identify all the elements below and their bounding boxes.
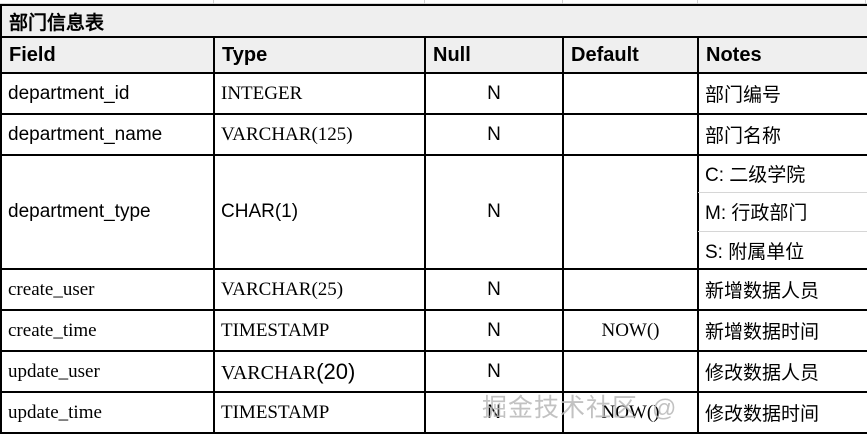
cell-type: INTEGER — [213, 72, 426, 115]
cell-notes: C: 二级学院 M: 行政部门 S: 附属单位 — [696, 154, 867, 270]
table-row: update_time TIMESTAMP N NOW() 修改数据时间 — [0, 391, 867, 434]
page-title: 部门信息表 — [0, 4, 867, 38]
cell-field: create_time — [0, 309, 215, 352]
cell-type: VARCHAR(125) — [213, 113, 426, 156]
cell-null: N — [424, 113, 564, 156]
notes-line: S: 附属单位 — [705, 241, 805, 263]
cell-null: N — [424, 268, 564, 311]
cell-notes: 部门编号 — [696, 72, 867, 115]
table-row: department_name VARCHAR(125) N 部门名称 — [0, 113, 867, 156]
table-title-row: 部门信息表 — [0, 4, 867, 38]
page-top-edge — [0, 0, 867, 4]
table-row: department_type CHAR(1) N C: 二级学院 M: 行政部… — [0, 154, 867, 270]
column-header-type[interactable]: Type — [213, 36, 426, 74]
cell-default: NOW() — [562, 309, 699, 352]
cell-null: N — [424, 154, 564, 270]
cell-type: VARCHAR(20) — [213, 350, 426, 393]
cell-type: TIMESTAMP — [213, 391, 426, 434]
column-header-notes[interactable]: Notes — [696, 36, 867, 74]
table-row: update_user VARCHAR(20) N 修改数据人员 — [0, 350, 867, 393]
cell-type-suffix: (20) — [316, 358, 356, 384]
cell-default — [562, 72, 699, 115]
cell-notes: 修改数据人员 — [696, 350, 867, 393]
notes-line: M: 行政部门 — [698, 193, 867, 232]
cell-null: N — [424, 391, 564, 434]
cell-default — [562, 350, 699, 393]
cell-field: create_user — [0, 268, 215, 311]
column-header-field[interactable]: Field — [0, 36, 215, 74]
table-header-row: Field Type Null Default Notes — [0, 36, 867, 74]
cell-field: update_time — [0, 391, 215, 434]
cell-type: VARCHAR(25) — [213, 268, 426, 311]
cell-field: department_id — [0, 72, 215, 115]
cell-notes: 新增数据时间 — [696, 309, 867, 352]
cell-notes: 新增数据人员 — [696, 268, 867, 311]
department-schema-table: 部门信息表 Field Type Null Default Notes depa… — [0, 4, 867, 434]
cell-null: N — [424, 309, 564, 352]
table-row: department_id INTEGER N 部门编号 — [0, 72, 867, 115]
column-header-default[interactable]: Default — [562, 36, 699, 74]
cell-type: TIMESTAMP — [213, 309, 426, 352]
notes-line-group: C: 二级学院 M: 行政部门 S: 附属单位 — [698, 155, 867, 269]
cell-default — [562, 154, 699, 270]
table-row: create_time TIMESTAMP N NOW() 新增数据时间 — [0, 309, 867, 352]
cell-default — [562, 268, 699, 311]
cell-field: department_name — [0, 113, 215, 156]
cell-field: update_user — [0, 350, 215, 393]
cell-field: department_type — [0, 154, 215, 270]
column-header-null[interactable]: Null — [424, 36, 564, 74]
table-row: create_user VARCHAR(25) N 新增数据人员 — [0, 268, 867, 311]
cell-default: NOW() — [562, 391, 699, 434]
cell-notes: 部门名称 — [696, 113, 867, 156]
cell-notes: 修改数据时间 — [696, 391, 867, 434]
cell-null: N — [424, 350, 564, 393]
cell-type: CHAR(1) — [213, 154, 426, 270]
notes-line: C: 二级学院 — [698, 155, 867, 194]
cell-type-prefix: VARCHAR — [221, 361, 317, 384]
cell-default — [562, 113, 699, 156]
cell-null: N — [424, 72, 564, 115]
